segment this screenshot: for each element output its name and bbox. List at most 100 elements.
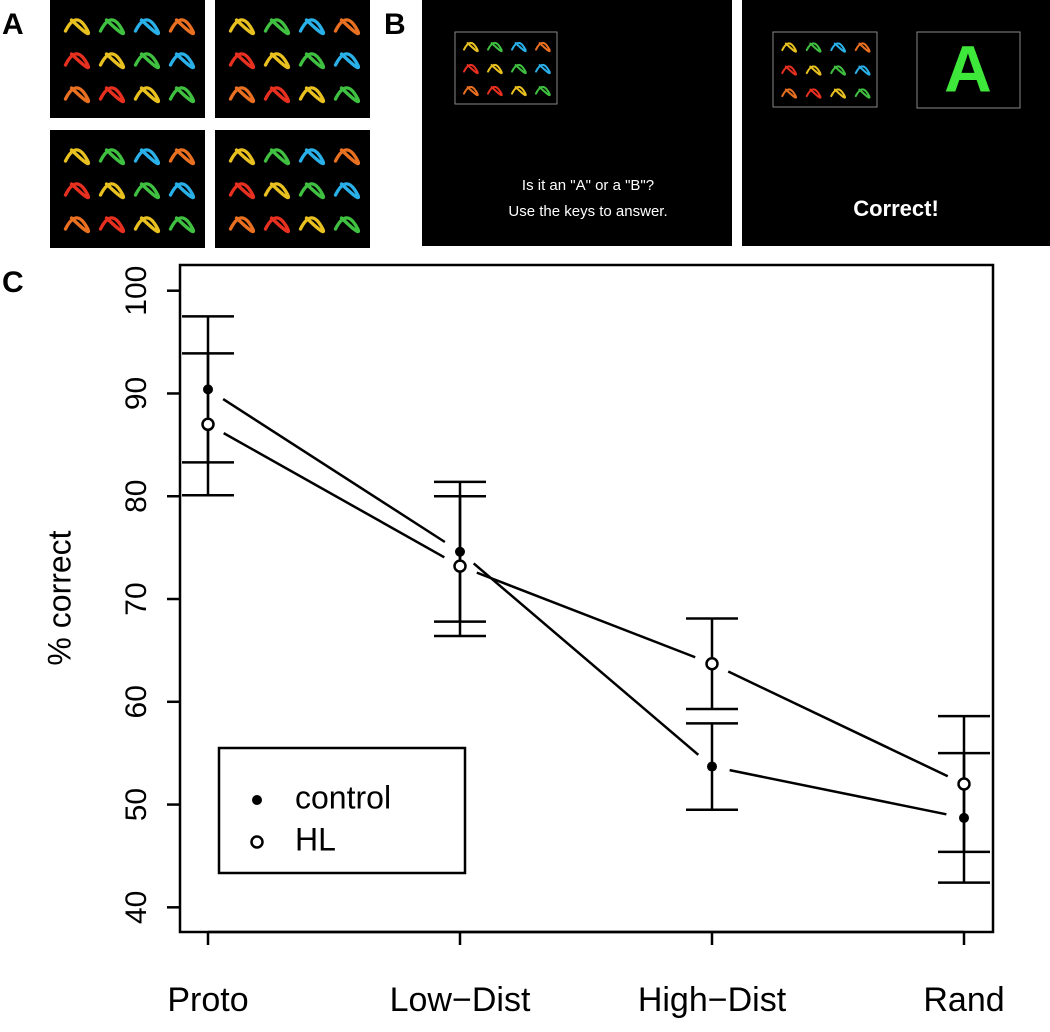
glyph: [228, 182, 256, 200]
y-tick-label: 40: [120, 891, 153, 924]
glyph: [63, 52, 91, 70]
glyph: [298, 52, 326, 70]
point: [705, 657, 719, 671]
glyph: [98, 182, 126, 200]
legend-marker: [250, 835, 264, 849]
y-tick-label: 100: [120, 266, 153, 316]
glyph: [298, 18, 326, 36]
glyph: [535, 64, 551, 75]
glyph: [63, 182, 91, 200]
y-tick-label: 50: [120, 788, 153, 821]
glyph: [98, 86, 126, 104]
glyph: [168, 216, 196, 234]
glyph: [168, 52, 196, 70]
glyph: [805, 88, 822, 99]
glyph: [168, 182, 196, 200]
glyph: [263, 18, 291, 36]
glyph: [263, 52, 291, 70]
glyph: [805, 65, 822, 76]
glyph: [535, 86, 551, 97]
series-line: [729, 768, 947, 816]
panel-label: C: [2, 266, 24, 299]
glyph: [535, 42, 551, 53]
glyph: [781, 65, 797, 76]
glyph: [63, 216, 91, 234]
mini-grid: [772, 31, 878, 108]
glyph: [63, 86, 91, 104]
legend-box: [217, 746, 467, 875]
glyph: [830, 42, 846, 53]
glyph: [854, 65, 871, 76]
glyph: [228, 148, 256, 166]
glyph: [168, 86, 196, 104]
series-line: [223, 432, 445, 559]
glyph: [98, 148, 126, 166]
series-line: [222, 398, 446, 544]
glyph: [133, 148, 161, 166]
glyph: [98, 216, 126, 234]
glyph: [133, 216, 161, 234]
glyph: [511, 86, 527, 97]
legend-label: control: [295, 779, 391, 815]
glyph: [63, 148, 91, 166]
glyph: [263, 86, 291, 104]
x-tick-label: Low−Dist: [390, 981, 531, 1019]
glyph: [263, 148, 291, 166]
letter-box: [916, 31, 1021, 109]
glyph: [333, 52, 361, 70]
glyph: [263, 216, 291, 234]
glyph: [168, 18, 196, 36]
glyph: [333, 148, 361, 166]
glyph: [333, 18, 361, 36]
glyph: [98, 52, 126, 70]
glyph: [298, 86, 326, 104]
glyph: [133, 18, 161, 36]
glyph: [487, 42, 503, 53]
glyph: [781, 42, 797, 53]
series-line: [472, 562, 700, 756]
glyph: [298, 216, 326, 234]
glyph: [463, 42, 479, 53]
glyph: [463, 86, 479, 97]
glyph: [228, 52, 256, 70]
glyph: [98, 18, 126, 36]
glyph: [228, 216, 256, 234]
legend-marker: [252, 795, 262, 805]
glyph: [133, 182, 161, 200]
glyph: [830, 65, 846, 76]
glyph: [854, 88, 871, 99]
screen: [422, 0, 732, 246]
glyph: [805, 42, 822, 53]
glyph: [511, 42, 527, 53]
series-line: [476, 571, 696, 659]
legend-label: HL: [295, 821, 336, 857]
glyph: [168, 148, 196, 166]
series-line: [727, 670, 949, 778]
glyph: [333, 182, 361, 200]
point: [201, 417, 215, 432]
y-axis-label: % correct: [41, 530, 77, 665]
prompt: Is it an "A" or a "B"?: [522, 177, 654, 194]
x-tick-label: Rand: [923, 981, 1004, 1019]
glyph: [333, 216, 361, 234]
y-tick-label: 80: [120, 480, 153, 513]
glyph: [830, 88, 846, 99]
glyph: [63, 18, 91, 36]
mini-grid: [454, 31, 558, 105]
letter: A: [944, 31, 992, 105]
glyph: [487, 64, 503, 75]
x-tick-label: Proto: [167, 981, 248, 1019]
glyph: [133, 86, 161, 104]
glyph: [298, 182, 326, 200]
y-tick-label: 70: [120, 582, 153, 615]
feedback: Correct!: [853, 196, 939, 221]
prompt: Use the keys to answer.: [508, 203, 667, 220]
x-tick-label: High−Dist: [638, 981, 787, 1019]
glyph: [263, 182, 291, 200]
y-tick-label: 60: [120, 685, 153, 718]
glyph: [228, 86, 256, 104]
point: [453, 559, 467, 573]
glyph: [298, 148, 326, 166]
